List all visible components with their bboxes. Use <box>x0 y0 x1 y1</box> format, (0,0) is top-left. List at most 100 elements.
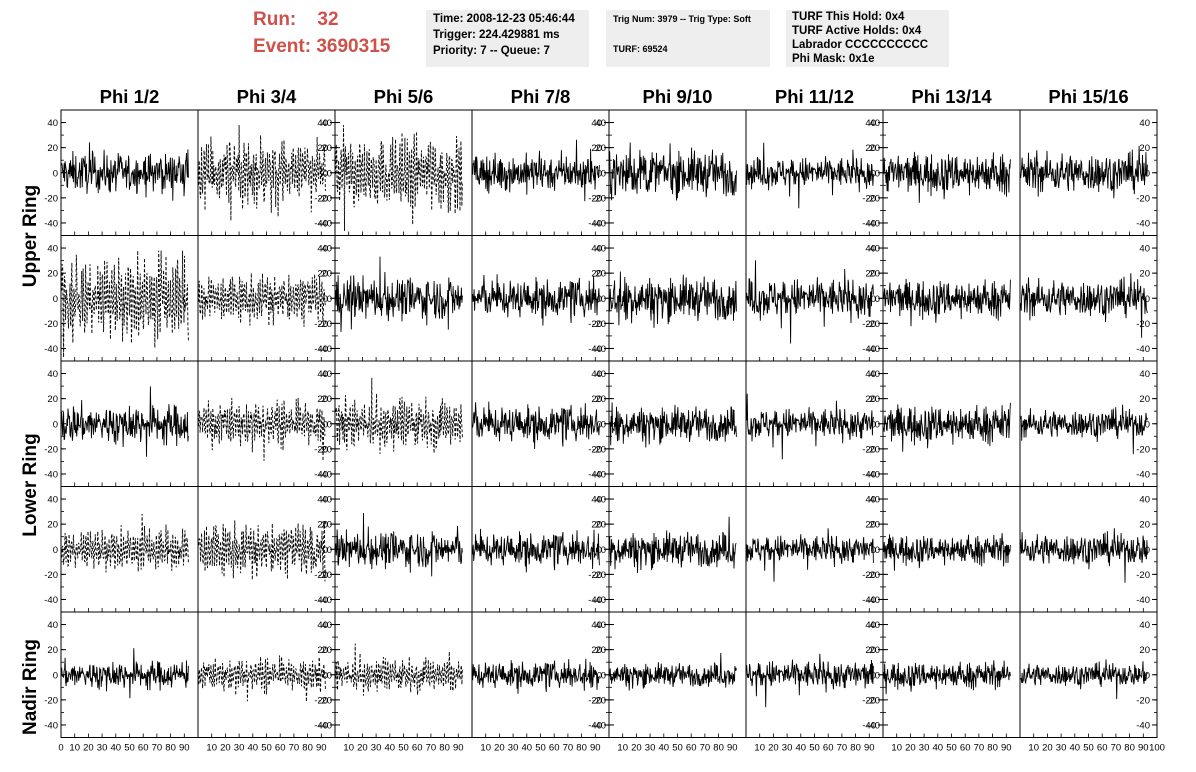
y-tick-label: -20 <box>1136 444 1150 455</box>
x-tick-label: 40 <box>1070 743 1081 754</box>
y-tick-label: 40 <box>595 118 606 129</box>
y-tick-label: -20 <box>866 570 880 581</box>
x-tick-label: 60 <box>549 743 560 754</box>
y-tick-label: -40 <box>318 344 332 355</box>
y-tick-label: 0 <box>53 419 58 430</box>
y-tick-label: -20 <box>44 193 58 204</box>
y-tick-label: 20 <box>321 394 332 405</box>
y-tick-label: -40 <box>1136 344 1150 355</box>
y-tick-label: -40 <box>862 218 876 229</box>
waveform-r3-c3 <box>472 528 600 573</box>
waveform-r2-c2 <box>335 377 463 455</box>
y-tick-label: 20 <box>865 269 876 280</box>
waveform-r2-c7 <box>1020 404 1148 455</box>
panel-frame-r1-c4 <box>608 235 747 362</box>
y-tick-label: -20 <box>1136 570 1150 581</box>
waveform-r4-c1 <box>198 655 326 702</box>
y-tick-label: -20 <box>318 695 332 706</box>
y-tick-label: -40 <box>866 344 880 355</box>
y-tick-label: -20 <box>592 444 606 455</box>
waveform-r0-c2 <box>335 125 463 231</box>
y-tick-label: 0 <box>871 419 876 430</box>
turf-active-holds: TURF Active Holds: 0x4 <box>792 25 922 37</box>
waveform-r3-c1 <box>198 520 326 582</box>
x-tick-label: 30 <box>1056 743 1067 754</box>
x-tick-label: 90 <box>1001 743 1012 754</box>
x-tick-label: 70 <box>974 743 985 754</box>
waveform-r0-c5 <box>746 142 874 209</box>
panel-frame-r1-c0 <box>60 235 199 362</box>
y-tick-label: 20 <box>595 143 606 154</box>
x-tick-label: 10 <box>206 743 217 754</box>
y-tick-label: -20 <box>318 193 332 204</box>
x-tick-label: 40 <box>933 743 944 754</box>
column-title-5: Phi 9/10 <box>642 86 713 107</box>
waveform-r3-c6 <box>883 533 1011 571</box>
x-tick-label: 50 <box>535 743 546 754</box>
x-tick-label: 90 <box>864 743 875 754</box>
x-tick-label: 70 <box>1111 743 1122 754</box>
y-tick-label: -40 <box>862 344 876 355</box>
y-tick-label: 20 <box>317 269 328 280</box>
waveform-r0-c3 <box>472 139 600 202</box>
y-tick-label: 0 <box>53 545 58 556</box>
column-title-1: Phi 1/2 <box>99 86 160 107</box>
y-tick-label: 40 <box>591 118 602 129</box>
y-tick-label: -40 <box>862 720 876 731</box>
waveform-r0-c1 <box>198 125 326 221</box>
column-title-7: Phi 13/14 <box>911 86 992 107</box>
x-tick-label: 60 <box>412 743 423 754</box>
y-tick-label: 40 <box>591 244 602 255</box>
y-tick-label: -20 <box>588 193 602 204</box>
y-tick-label: -20 <box>592 695 606 706</box>
trig-info-box: Trig Num: 3979 -- Trig Type: Soft TURF: … <box>606 10 770 67</box>
y-tick-label: 20 <box>317 520 328 531</box>
y-tick-label: -20 <box>1136 695 1150 706</box>
x-tick-label: 90 <box>179 743 190 754</box>
event-trigger: Trigger: 224.429881 ms <box>433 29 560 41</box>
y-tick-label: 40 <box>865 244 876 255</box>
y-tick-label: -40 <box>44 344 58 355</box>
column-title-2: Phi 3/4 <box>236 86 297 107</box>
y-tick-label: 40 <box>595 369 606 380</box>
x-tick-label: 50 <box>261 743 272 754</box>
y-tick-label: -40 <box>588 469 602 480</box>
y-tick-label: -20 <box>592 570 606 581</box>
y-tick-label: 0 <box>327 670 332 681</box>
waveform-r1-c2 <box>335 256 463 333</box>
y-tick-label: -20 <box>588 570 602 581</box>
x-tick-label: 90 <box>727 743 738 754</box>
y-tick-label: 20 <box>1139 520 1150 531</box>
waveform-r3-c7 <box>1020 528 1148 583</box>
y-tick-label: 40 <box>321 369 332 380</box>
x-tick-label: 70 <box>837 743 848 754</box>
y-tick-label: -40 <box>592 218 606 229</box>
y-tick-label: 0 <box>327 419 332 430</box>
y-tick-label: -40 <box>588 344 602 355</box>
waveform-r4-c2 <box>335 643 463 696</box>
y-tick-label: -20 <box>862 570 876 581</box>
y-tick-label: 20 <box>47 269 58 280</box>
waveform-r1-c0 <box>61 250 189 358</box>
y-tick-label: -20 <box>588 695 602 706</box>
y-tick-label: 20 <box>321 520 332 531</box>
y-tick-label: -40 <box>314 218 328 229</box>
y-tick-label: -20 <box>318 570 332 581</box>
waveform-r2-c0 <box>61 386 189 457</box>
x-tick-label: 80 <box>165 743 176 754</box>
y-tick-label: -20 <box>44 570 58 581</box>
x-tick-label: 10 <box>891 743 902 754</box>
y-tick-label: 40 <box>1139 118 1150 129</box>
x-tick-label: 30 <box>919 743 930 754</box>
y-tick-label: -20 <box>318 444 332 455</box>
y-tick-label: 20 <box>1139 269 1150 280</box>
waveform-r4-c7 <box>1020 659 1148 700</box>
x-tick-label: 70 <box>289 743 300 754</box>
x-tick-label: 30 <box>782 743 793 754</box>
x-tick-label: 70 <box>700 743 711 754</box>
time-info-box: Time: 2008-12-23 05:46:44 Trigger: 224.4… <box>426 10 589 67</box>
x-tick-label: 10 <box>754 743 765 754</box>
x-tick-label: 20 <box>1042 743 1053 754</box>
y-tick-label: 0 <box>597 670 602 681</box>
